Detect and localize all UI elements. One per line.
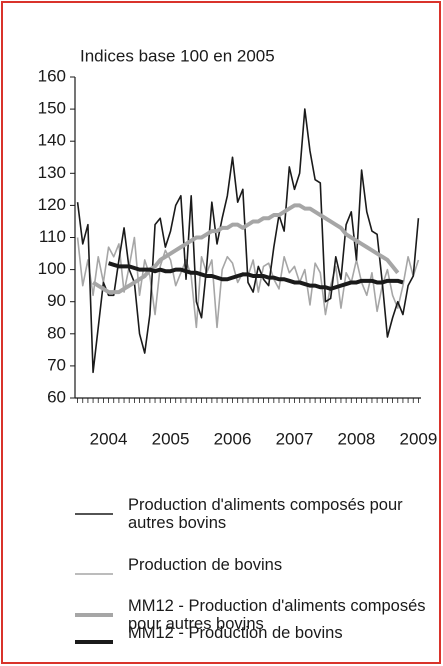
x-tick-label: 2009 xyxy=(400,429,438,448)
chart-title: Indices base 100 en 2005 xyxy=(80,46,275,65)
x-tick-label: 2006 xyxy=(214,429,252,448)
x-tick-label: 2007 xyxy=(276,429,314,448)
y-tick-label: 90 xyxy=(47,291,66,310)
legend-label: Production de bovins xyxy=(128,556,283,574)
y-tick-label: 160 xyxy=(38,66,66,85)
series-line xyxy=(92,203,400,295)
legend-label: MM12 - Production de bovins xyxy=(128,624,343,642)
y-tick-label: 120 xyxy=(38,195,66,214)
y-tick-label: 150 xyxy=(38,99,66,118)
x-tick-label: 2005 xyxy=(152,429,190,448)
y-tick-label: 60 xyxy=(47,387,66,406)
x-tick-label: 2008 xyxy=(338,429,376,448)
legend-label: MM12 - Production d'aliments composés po… xyxy=(128,597,426,633)
y-tick-label: 110 xyxy=(39,227,66,246)
y-tick-label: 80 xyxy=(47,323,66,342)
y-tick-label: 100 xyxy=(38,259,66,278)
y-tick-label: 70 xyxy=(47,355,66,374)
y-tick-label: 140 xyxy=(38,131,66,150)
x-tick-label: 2004 xyxy=(90,429,128,448)
series-line xyxy=(107,261,404,291)
legend-label: Production d'aliments composés pour autr… xyxy=(128,496,403,532)
series-line xyxy=(76,108,420,374)
y-tick-label: 130 xyxy=(38,163,66,182)
